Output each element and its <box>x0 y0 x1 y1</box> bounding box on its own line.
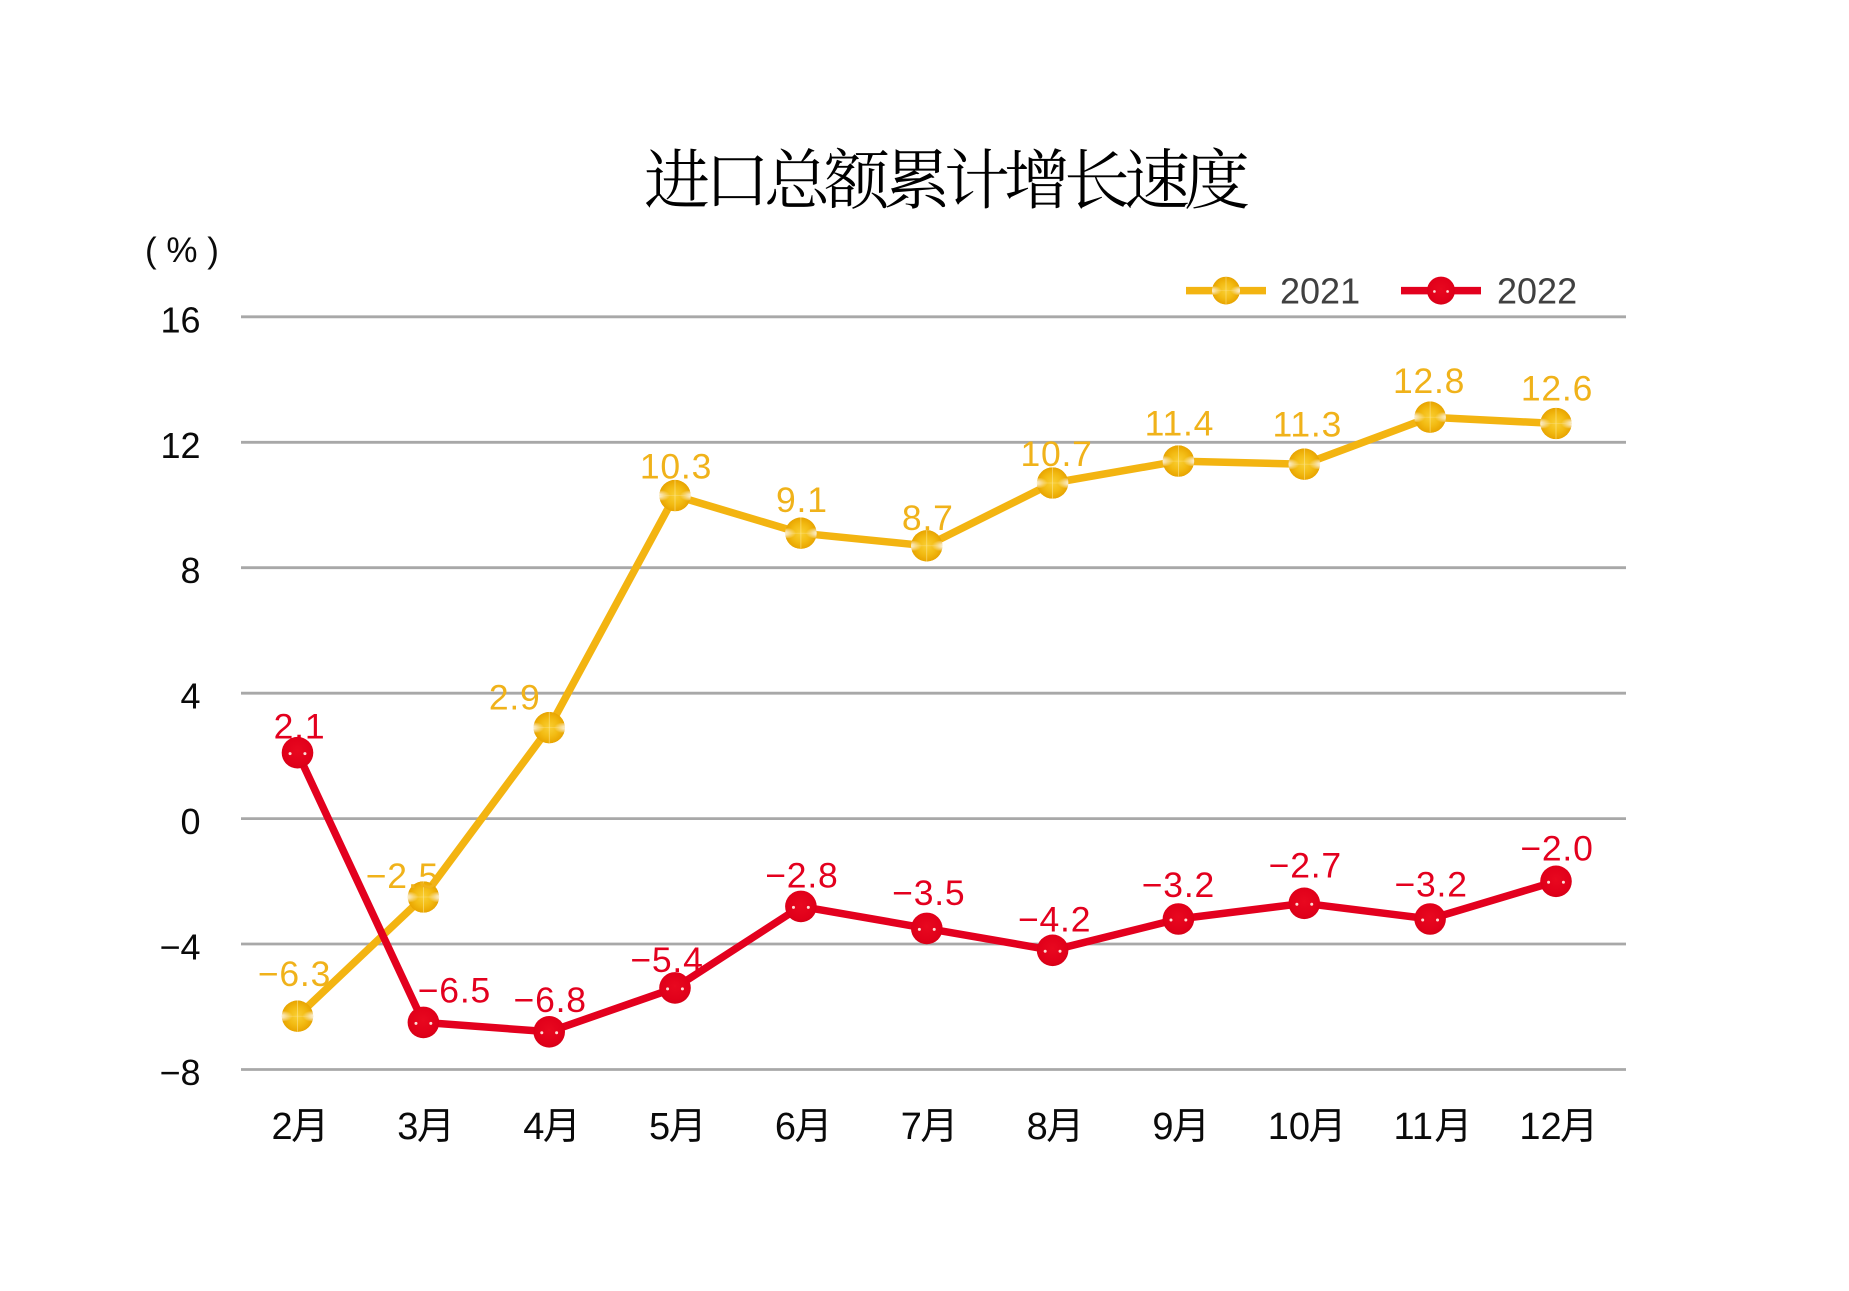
svg-text:10.3: 10.3 <box>640 447 712 487</box>
svg-text:−4.2: −4.2 <box>1018 899 1091 939</box>
svg-text:−3.2: −3.2 <box>1142 865 1215 905</box>
svg-text:−3.2: −3.2 <box>1394 865 1467 905</box>
svg-text:−3.5: −3.5 <box>892 873 965 913</box>
svg-text:9: 9 <box>1152 1106 1173 1148</box>
svg-text:12: 12 <box>1519 1106 1561 1148</box>
svg-text:12.8: 12.8 <box>1393 361 1465 401</box>
svg-text:11: 11 <box>1394 1106 1433 1148</box>
svg-text:2021: 2021 <box>1280 271 1360 312</box>
svg-text:9.1: 9.1 <box>776 480 828 520</box>
svg-text:12: 12 <box>160 425 200 466</box>
svg-text:6: 6 <box>775 1106 796 1148</box>
svg-text:5: 5 <box>649 1106 670 1148</box>
svg-text:11.3: 11.3 <box>1272 405 1342 445</box>
svg-text:8: 8 <box>180 550 200 591</box>
svg-text:−6.3: −6.3 <box>258 954 331 994</box>
svg-text:−2.8: −2.8 <box>765 855 838 895</box>
svg-text:2022: 2022 <box>1497 271 1577 312</box>
svg-text:3: 3 <box>397 1106 418 1148</box>
svg-text:4: 4 <box>523 1106 544 1148</box>
svg-text:7: 7 <box>901 1106 922 1148</box>
svg-text:−2.0: −2.0 <box>1520 828 1593 868</box>
svg-text:( % ): ( % ) <box>145 231 219 270</box>
svg-text:11.4: 11.4 <box>1145 404 1215 444</box>
svg-text:16: 16 <box>160 299 200 340</box>
svg-text:10: 10 <box>1268 1106 1310 1148</box>
svg-text:10.7: 10.7 <box>1020 434 1092 474</box>
svg-text:4: 4 <box>180 676 200 717</box>
svg-text:2.9: 2.9 <box>489 678 541 718</box>
svg-text:8.7: 8.7 <box>902 498 954 538</box>
svg-text:−6.8: −6.8 <box>514 980 587 1020</box>
svg-text:12.6: 12.6 <box>1521 369 1593 409</box>
svg-text:−4: −4 <box>159 927 200 968</box>
svg-text:2: 2 <box>272 1106 293 1148</box>
svg-text:0: 0 <box>180 801 200 842</box>
svg-text:−2.7: −2.7 <box>1269 845 1342 885</box>
svg-text:−2.5: −2.5 <box>366 856 439 896</box>
svg-text:−5.4: −5.4 <box>630 940 703 980</box>
svg-text:8: 8 <box>1027 1106 1048 1148</box>
svg-text:−8: −8 <box>159 1052 200 1093</box>
svg-text:2.1: 2.1 <box>274 707 326 747</box>
svg-text:−6.5: −6.5 <box>418 970 491 1010</box>
